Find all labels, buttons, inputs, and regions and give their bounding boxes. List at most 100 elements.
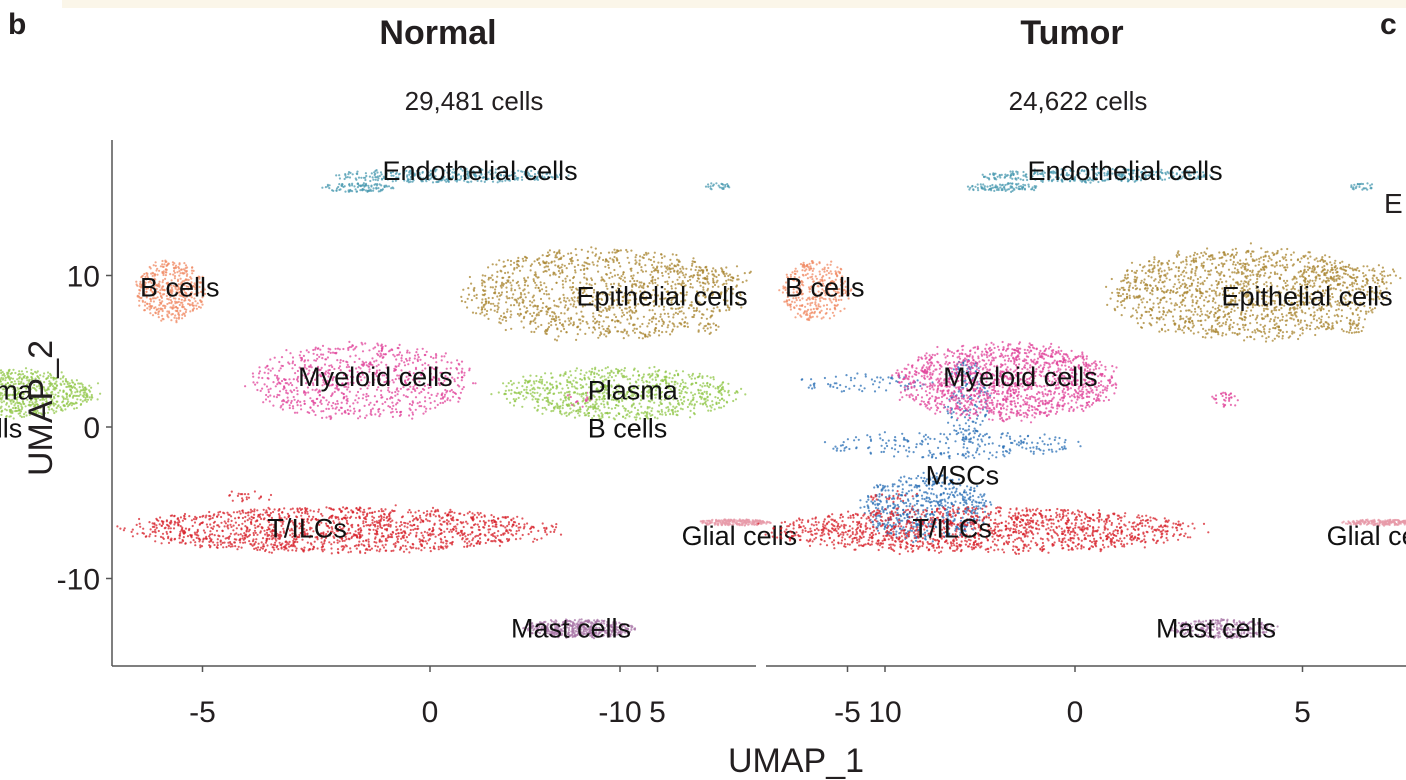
cell-point <box>376 400 379 403</box>
cell-point <box>276 378 279 381</box>
cell-point <box>380 349 383 352</box>
cell-point <box>427 391 430 394</box>
cell-point <box>406 351 409 354</box>
cell-point <box>267 368 270 371</box>
cell-point <box>178 314 181 317</box>
cell-point <box>361 188 364 191</box>
cell-point <box>162 304 165 307</box>
cell-point <box>336 400 339 403</box>
cell-point <box>342 392 345 395</box>
cell-point <box>525 256 529 260</box>
cell-point <box>497 292 501 295</box>
cell-point <box>962 427 965 431</box>
cell-point <box>269 387 272 390</box>
cell-point <box>953 429 956 432</box>
cell-point <box>146 307 149 310</box>
cell-point <box>653 260 656 263</box>
cell-point <box>349 355 352 358</box>
cell-point <box>841 444 844 447</box>
cell-point <box>654 269 657 272</box>
cell-point <box>691 315 694 319</box>
cell-point <box>356 182 359 185</box>
cell-point <box>377 350 381 353</box>
cell-point <box>449 399 452 402</box>
cell-point <box>915 443 918 446</box>
cell-point <box>674 265 678 268</box>
cell-point <box>1029 446 1032 449</box>
cell-point <box>435 394 438 397</box>
cell-point <box>151 314 155 317</box>
cell-point <box>480 279 484 282</box>
cell-point <box>586 267 589 270</box>
cell-point <box>960 431 963 434</box>
cell-point <box>487 301 490 305</box>
cell-point <box>977 443 980 446</box>
cell-point <box>391 415 394 418</box>
cell-point <box>355 394 358 397</box>
cell-point <box>79 403 82 406</box>
cell-point <box>893 439 896 442</box>
cell-point <box>390 187 393 190</box>
cell-point <box>0 405 3 408</box>
cell-point <box>184 310 187 314</box>
cell-point <box>975 405 979 408</box>
cell-point <box>701 271 704 274</box>
cell-point <box>1063 445 1066 448</box>
cell-point <box>280 364 283 367</box>
cell-point <box>303 400 306 403</box>
cell-point <box>612 260 615 264</box>
cell-point <box>494 288 497 291</box>
cell-point <box>597 323 601 326</box>
cell-point <box>335 351 338 354</box>
cell-point <box>467 177 470 180</box>
cell-point <box>355 172 358 175</box>
cell-point <box>565 331 568 334</box>
cell-point <box>661 274 664 277</box>
cell-point <box>504 179 507 182</box>
cell-point <box>275 396 278 399</box>
cell-point <box>548 253 551 256</box>
cell-point <box>285 401 288 404</box>
cell-point <box>356 170 359 173</box>
cell-point <box>607 264 610 267</box>
cell-point <box>918 432 921 435</box>
cell-point <box>598 320 601 324</box>
cell-point <box>551 176 554 179</box>
cell-point <box>636 317 639 320</box>
cell-point <box>1042 449 1045 452</box>
cell-point <box>644 270 648 273</box>
cell-point <box>547 293 551 296</box>
cell-point <box>558 173 562 177</box>
cell-point <box>894 443 897 446</box>
cell-point <box>712 183 715 186</box>
cell-point <box>399 411 402 414</box>
cell-point <box>184 267 187 270</box>
cell-point <box>883 431 887 434</box>
cell-point <box>286 382 289 385</box>
cell-point <box>611 275 614 278</box>
cell-point <box>177 317 180 320</box>
cell-point <box>339 188 342 191</box>
cell-point <box>14 407 17 410</box>
cell-point <box>693 274 696 277</box>
cell-point <box>563 312 566 315</box>
cell-point <box>886 444 889 448</box>
cell-point <box>927 454 930 457</box>
cell-point <box>720 267 723 270</box>
cell-point <box>971 441 974 444</box>
cell-point <box>244 385 247 388</box>
cell-point <box>457 400 460 403</box>
cell-point <box>158 269 161 272</box>
cell-point <box>327 347 330 350</box>
cell-point <box>372 189 375 192</box>
cell-point <box>472 289 476 292</box>
cell-point <box>516 263 519 266</box>
cell-point <box>496 308 499 311</box>
cell-point <box>457 396 460 399</box>
cell-point <box>581 320 584 323</box>
cell-point <box>1061 448 1064 451</box>
cell-point <box>571 292 575 295</box>
cell-point <box>554 273 557 276</box>
cell-point <box>523 277 526 280</box>
cell-point <box>702 269 705 272</box>
